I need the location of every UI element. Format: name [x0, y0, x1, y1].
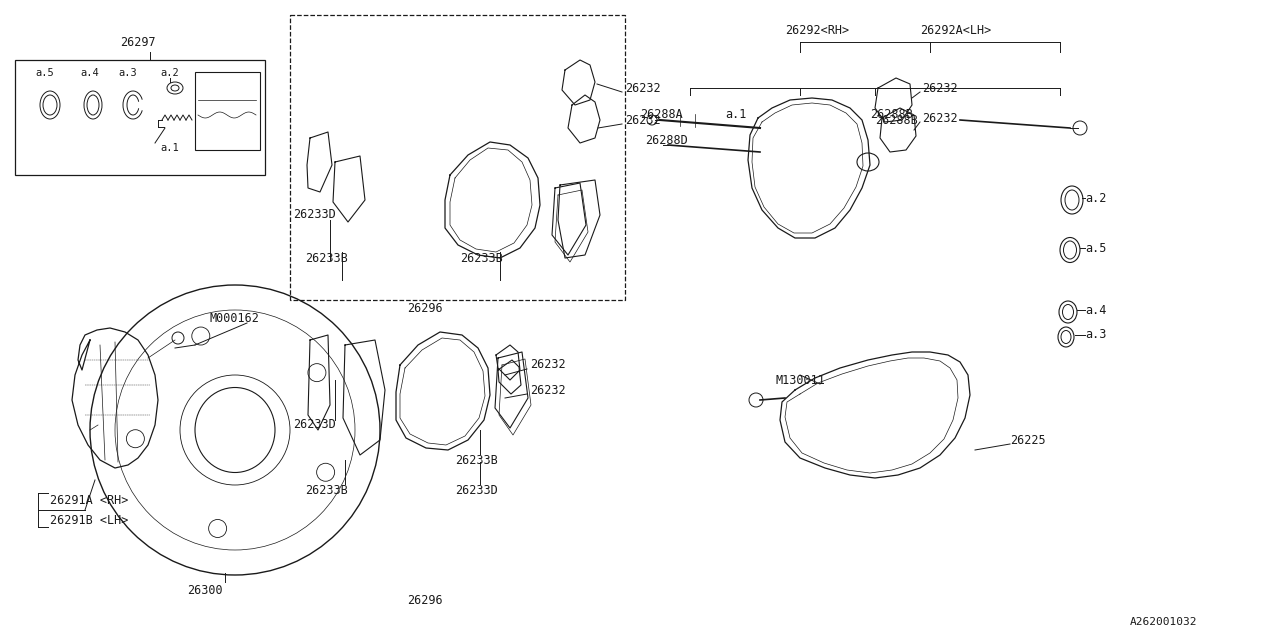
Text: a.5: a.5	[1085, 241, 1106, 255]
Bar	[15, 60, 265, 175]
Text: 26232: 26232	[530, 358, 566, 371]
Text: a.1: a.1	[160, 143, 179, 153]
Text: 26232: 26232	[625, 81, 660, 95]
Text: M130011: M130011	[774, 374, 824, 387]
Text: 26233B: 26233B	[305, 483, 348, 497]
Text: 26233B: 26233B	[305, 252, 348, 264]
Text: 26288B: 26288B	[870, 109, 913, 122]
Text: a.4: a.4	[1085, 303, 1106, 317]
Text: a.3: a.3	[1085, 328, 1106, 342]
Bar	[291, 15, 625, 300]
Text: 26233D: 26233D	[454, 483, 498, 497]
Text: 26233D: 26233D	[293, 209, 335, 221]
Text: 26291A <RH>: 26291A <RH>	[50, 493, 128, 506]
Text: a.1: a.1	[724, 109, 746, 122]
Text: a.4: a.4	[79, 68, 99, 78]
Text: 26292<RH>: 26292<RH>	[785, 24, 849, 36]
Text: a.5: a.5	[35, 68, 54, 78]
Text: 26297: 26297	[120, 36, 156, 49]
Text: 26233B: 26233B	[460, 252, 503, 264]
Text: 26232: 26232	[922, 111, 957, 125]
Bar	[195, 72, 260, 150]
Text: 26288D: 26288D	[645, 134, 687, 147]
Text: 26233D: 26233D	[293, 419, 335, 431]
Text: a.2: a.2	[1085, 191, 1106, 205]
Text: 26291B <LH>: 26291B <LH>	[50, 513, 128, 527]
Text: M000162: M000162	[210, 312, 260, 324]
Text: a.2: a.2	[160, 68, 179, 78]
Text: a.3: a.3	[118, 68, 137, 78]
Text: 26288A: 26288A	[640, 109, 682, 122]
Text: 26232: 26232	[922, 81, 957, 95]
Text: 26300: 26300	[187, 584, 223, 596]
Text: 26232: 26232	[530, 383, 566, 397]
Text: 26232: 26232	[625, 113, 660, 127]
Text: 26288B: 26288B	[876, 113, 918, 127]
Text: 26292A<LH>: 26292A<LH>	[920, 24, 991, 36]
Text: 26233B: 26233B	[454, 454, 498, 467]
Text: 26225: 26225	[1010, 433, 1046, 447]
Text: A262001032: A262001032	[1130, 617, 1198, 627]
Text: 26296: 26296	[407, 301, 443, 314]
Text: 26296: 26296	[407, 593, 443, 607]
